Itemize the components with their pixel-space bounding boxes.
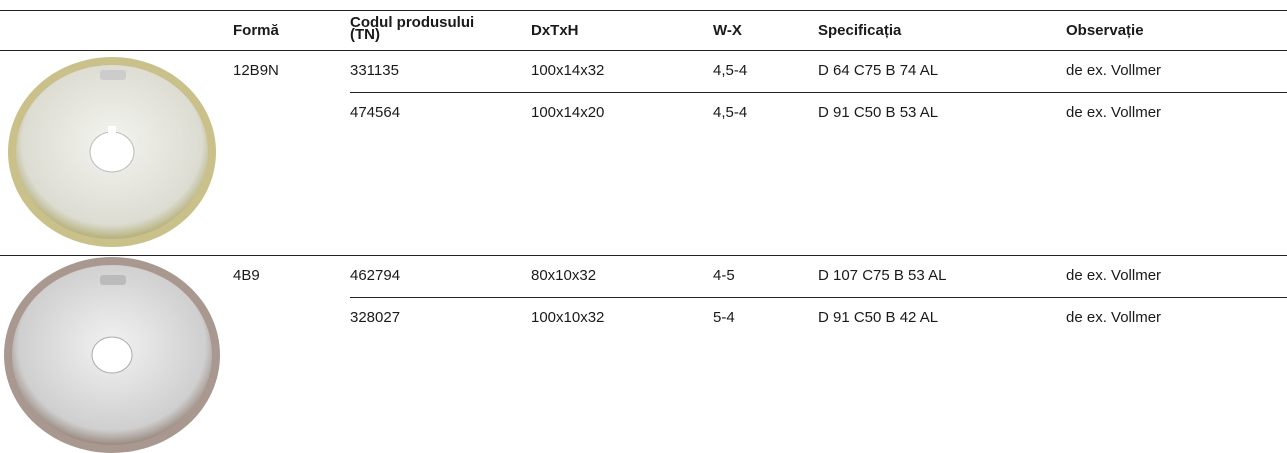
rule bbox=[350, 297, 1287, 298]
cell: 474564 bbox=[350, 104, 401, 121]
cell: 4,5-4 bbox=[713, 62, 748, 79]
cell: de ex. Vollmer bbox=[1066, 309, 1162, 326]
cell: 100x14x32 bbox=[531, 62, 605, 79]
column-header: Observație bbox=[1066, 22, 1144, 39]
cell: 328027 bbox=[350, 309, 401, 326]
cell: de ex. Vollmer bbox=[1066, 62, 1162, 79]
cell: D 107 C75 B 53 AL bbox=[818, 267, 947, 284]
form-cell: 12B9N bbox=[233, 62, 279, 79]
cell: 100x10x32 bbox=[531, 309, 605, 326]
wheel-image bbox=[4, 257, 220, 453]
rule bbox=[0, 50, 1287, 51]
product-images bbox=[4, 57, 220, 453]
cell: 462794 bbox=[350, 267, 401, 284]
cell: de ex. Vollmer bbox=[1066, 267, 1162, 284]
cell: 4-5 bbox=[713, 267, 735, 284]
cell: 4,5-4 bbox=[713, 104, 748, 121]
cell: D 91 C50 B 53 AL bbox=[818, 104, 939, 121]
column-header: Formă bbox=[233, 22, 279, 39]
rule bbox=[0, 10, 1287, 11]
wheel-image bbox=[8, 57, 216, 247]
form-cell: 4B9 bbox=[233, 267, 260, 284]
cell: 5-4 bbox=[713, 309, 735, 326]
column-header: DxTxH bbox=[531, 22, 579, 39]
rule bbox=[0, 255, 1287, 256]
cell: 100x14x20 bbox=[531, 104, 605, 121]
column-header: W-X bbox=[713, 22, 742, 39]
cell: 331135 bbox=[350, 62, 399, 79]
rule bbox=[350, 92, 1287, 93]
cell: 80x10x32 bbox=[531, 267, 597, 284]
column-header: Specificația bbox=[818, 22, 902, 39]
column-header: Codul produsului (TN) bbox=[350, 14, 475, 43]
cell: D 64 C75 B 74 AL bbox=[818, 62, 939, 79]
cell: D 91 C50 B 42 AL bbox=[818, 309, 939, 326]
cell: de ex. Vollmer bbox=[1066, 104, 1162, 121]
